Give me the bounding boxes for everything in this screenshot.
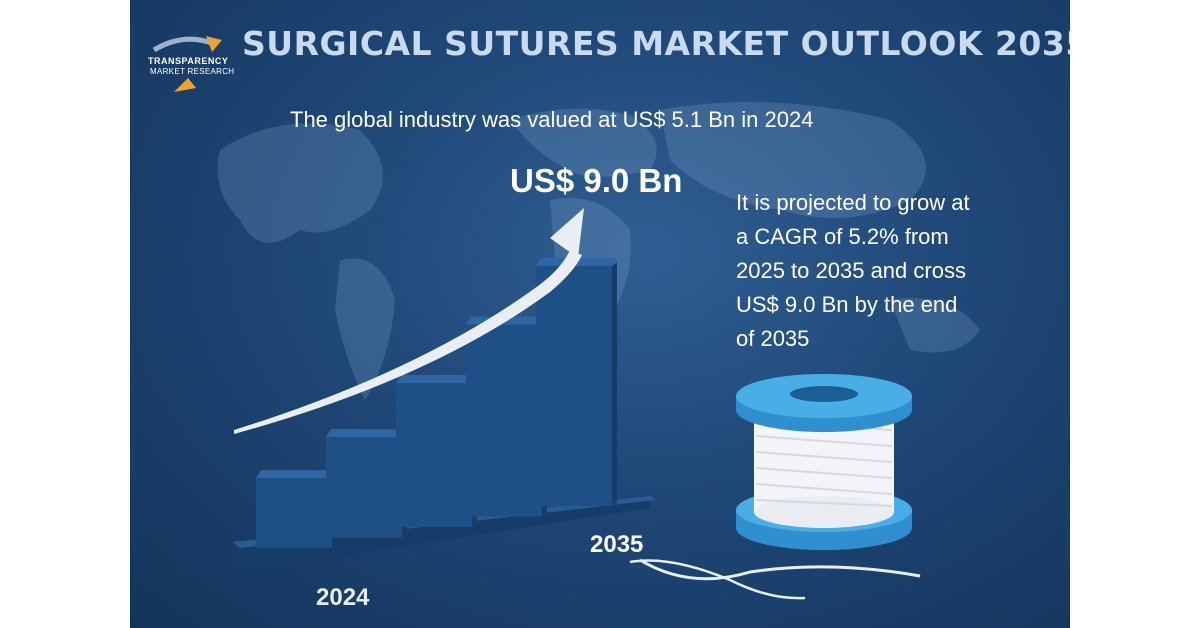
suture-spool-icon bbox=[629, 374, 921, 600]
projection-line: US$ 9.0 Bn by the end bbox=[736, 292, 958, 317]
chart-bar bbox=[396, 375, 477, 527]
chart-bar bbox=[256, 470, 337, 548]
target-value-label: US$ 9.0 Bn bbox=[510, 162, 683, 199]
page-title: SURGICAL SUTURES MARKET OUTLOOK 2035 bbox=[242, 24, 1070, 63]
valuation-subtitle: The global industry was valued at US$ 5.… bbox=[290, 107, 814, 132]
logo-text-line2: MARKET RESEARCH bbox=[150, 67, 235, 76]
projection-line: 2025 to 2035 and cross bbox=[736, 258, 966, 283]
projection-line: of 2035 bbox=[736, 326, 810, 351]
chart-bar bbox=[536, 258, 617, 506]
logo-text-line1: TRANSPARENCY bbox=[148, 56, 229, 66]
projection-line: It is projected to grow at bbox=[736, 190, 970, 215]
bar-chart bbox=[232, 208, 921, 600]
axis-label-2035: 2035 bbox=[590, 531, 644, 558]
axis-label-2024: 2024 bbox=[316, 584, 370, 611]
chart-bar bbox=[466, 316, 547, 517]
company-logo: TRANSPARENCY MARKET RESEARCH bbox=[144, 30, 244, 100]
chart-bar bbox=[326, 429, 407, 538]
projection-line: a CAGR of 5.2% from bbox=[736, 224, 949, 249]
growth-arrow-icon bbox=[234, 208, 584, 434]
infographic-canvas: TRANSPARENCY MARKET RESEARCH SURGICAL SU… bbox=[130, 0, 1070, 628]
logo-arrow-icon bbox=[152, 36, 222, 92]
projection-text: It is projected to grow at a CAGR of 5.2… bbox=[736, 186, 1026, 356]
